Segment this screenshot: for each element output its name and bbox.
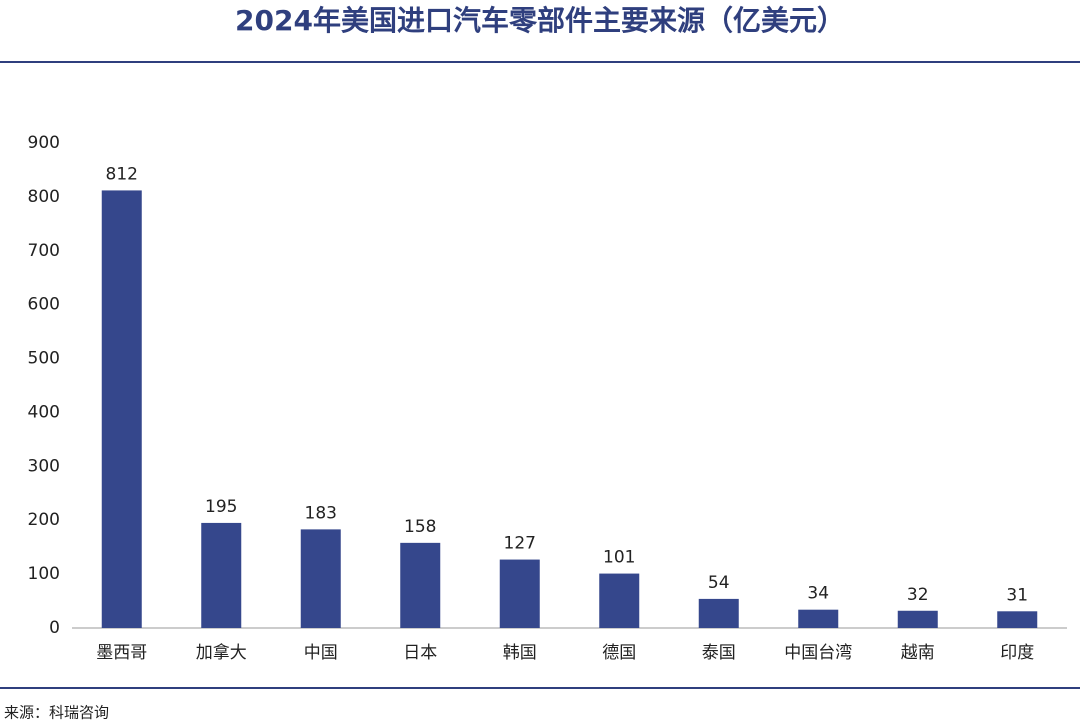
bar [798,609,839,628]
value-label: 812 [106,164,138,184]
y-tick-label: 200 [28,510,60,530]
value-label: 183 [305,503,337,523]
value-label: 31 [1006,585,1028,605]
x-tick-label: 墨西哥 [96,643,147,663]
y-tick-label: 400 [28,402,60,422]
bar [698,598,739,628]
value-label: 34 [807,584,829,604]
bar [499,559,540,628]
value-label: 195 [205,497,237,517]
bar [400,542,441,628]
bar [897,610,938,628]
bar [101,190,142,628]
value-label: 158 [404,517,436,537]
bar [599,573,640,628]
value-label: 127 [504,534,536,554]
x-tick-label: 日本 [403,643,437,663]
value-label: 54 [708,573,730,593]
x-tick-label: 越南 [901,643,935,663]
bar [201,522,242,628]
x-tick-label: 中国 [304,643,338,663]
value-label: 32 [907,585,929,605]
y-tick-label: 100 [28,564,60,584]
chart-title: 2024年美国进口汽车零部件主要来源（亿美元） [235,4,845,37]
y-tick-label: 0 [49,618,60,638]
bar [997,611,1038,628]
y-tick-label: 300 [28,456,60,476]
y-tick-label: 800 [28,187,60,207]
y-tick-label: 500 [28,349,60,369]
x-tick-label: 印度 [1000,643,1034,663]
source-note: 来源：科瑞咨询 [4,704,109,722]
bar [300,529,341,628]
y-tick-label: 600 [28,295,60,315]
y-tick-label: 900 [28,133,60,153]
x-tick-label: 中国台湾 [784,643,852,663]
x-tick-label: 韩国 [503,643,537,663]
x-tick-label: 泰国 [702,643,736,663]
x-tick-label: 加拿大 [196,642,247,663]
x-tick-label: 德国 [602,643,636,663]
y-tick-label: 700 [28,241,60,261]
value-label: 101 [603,548,635,568]
